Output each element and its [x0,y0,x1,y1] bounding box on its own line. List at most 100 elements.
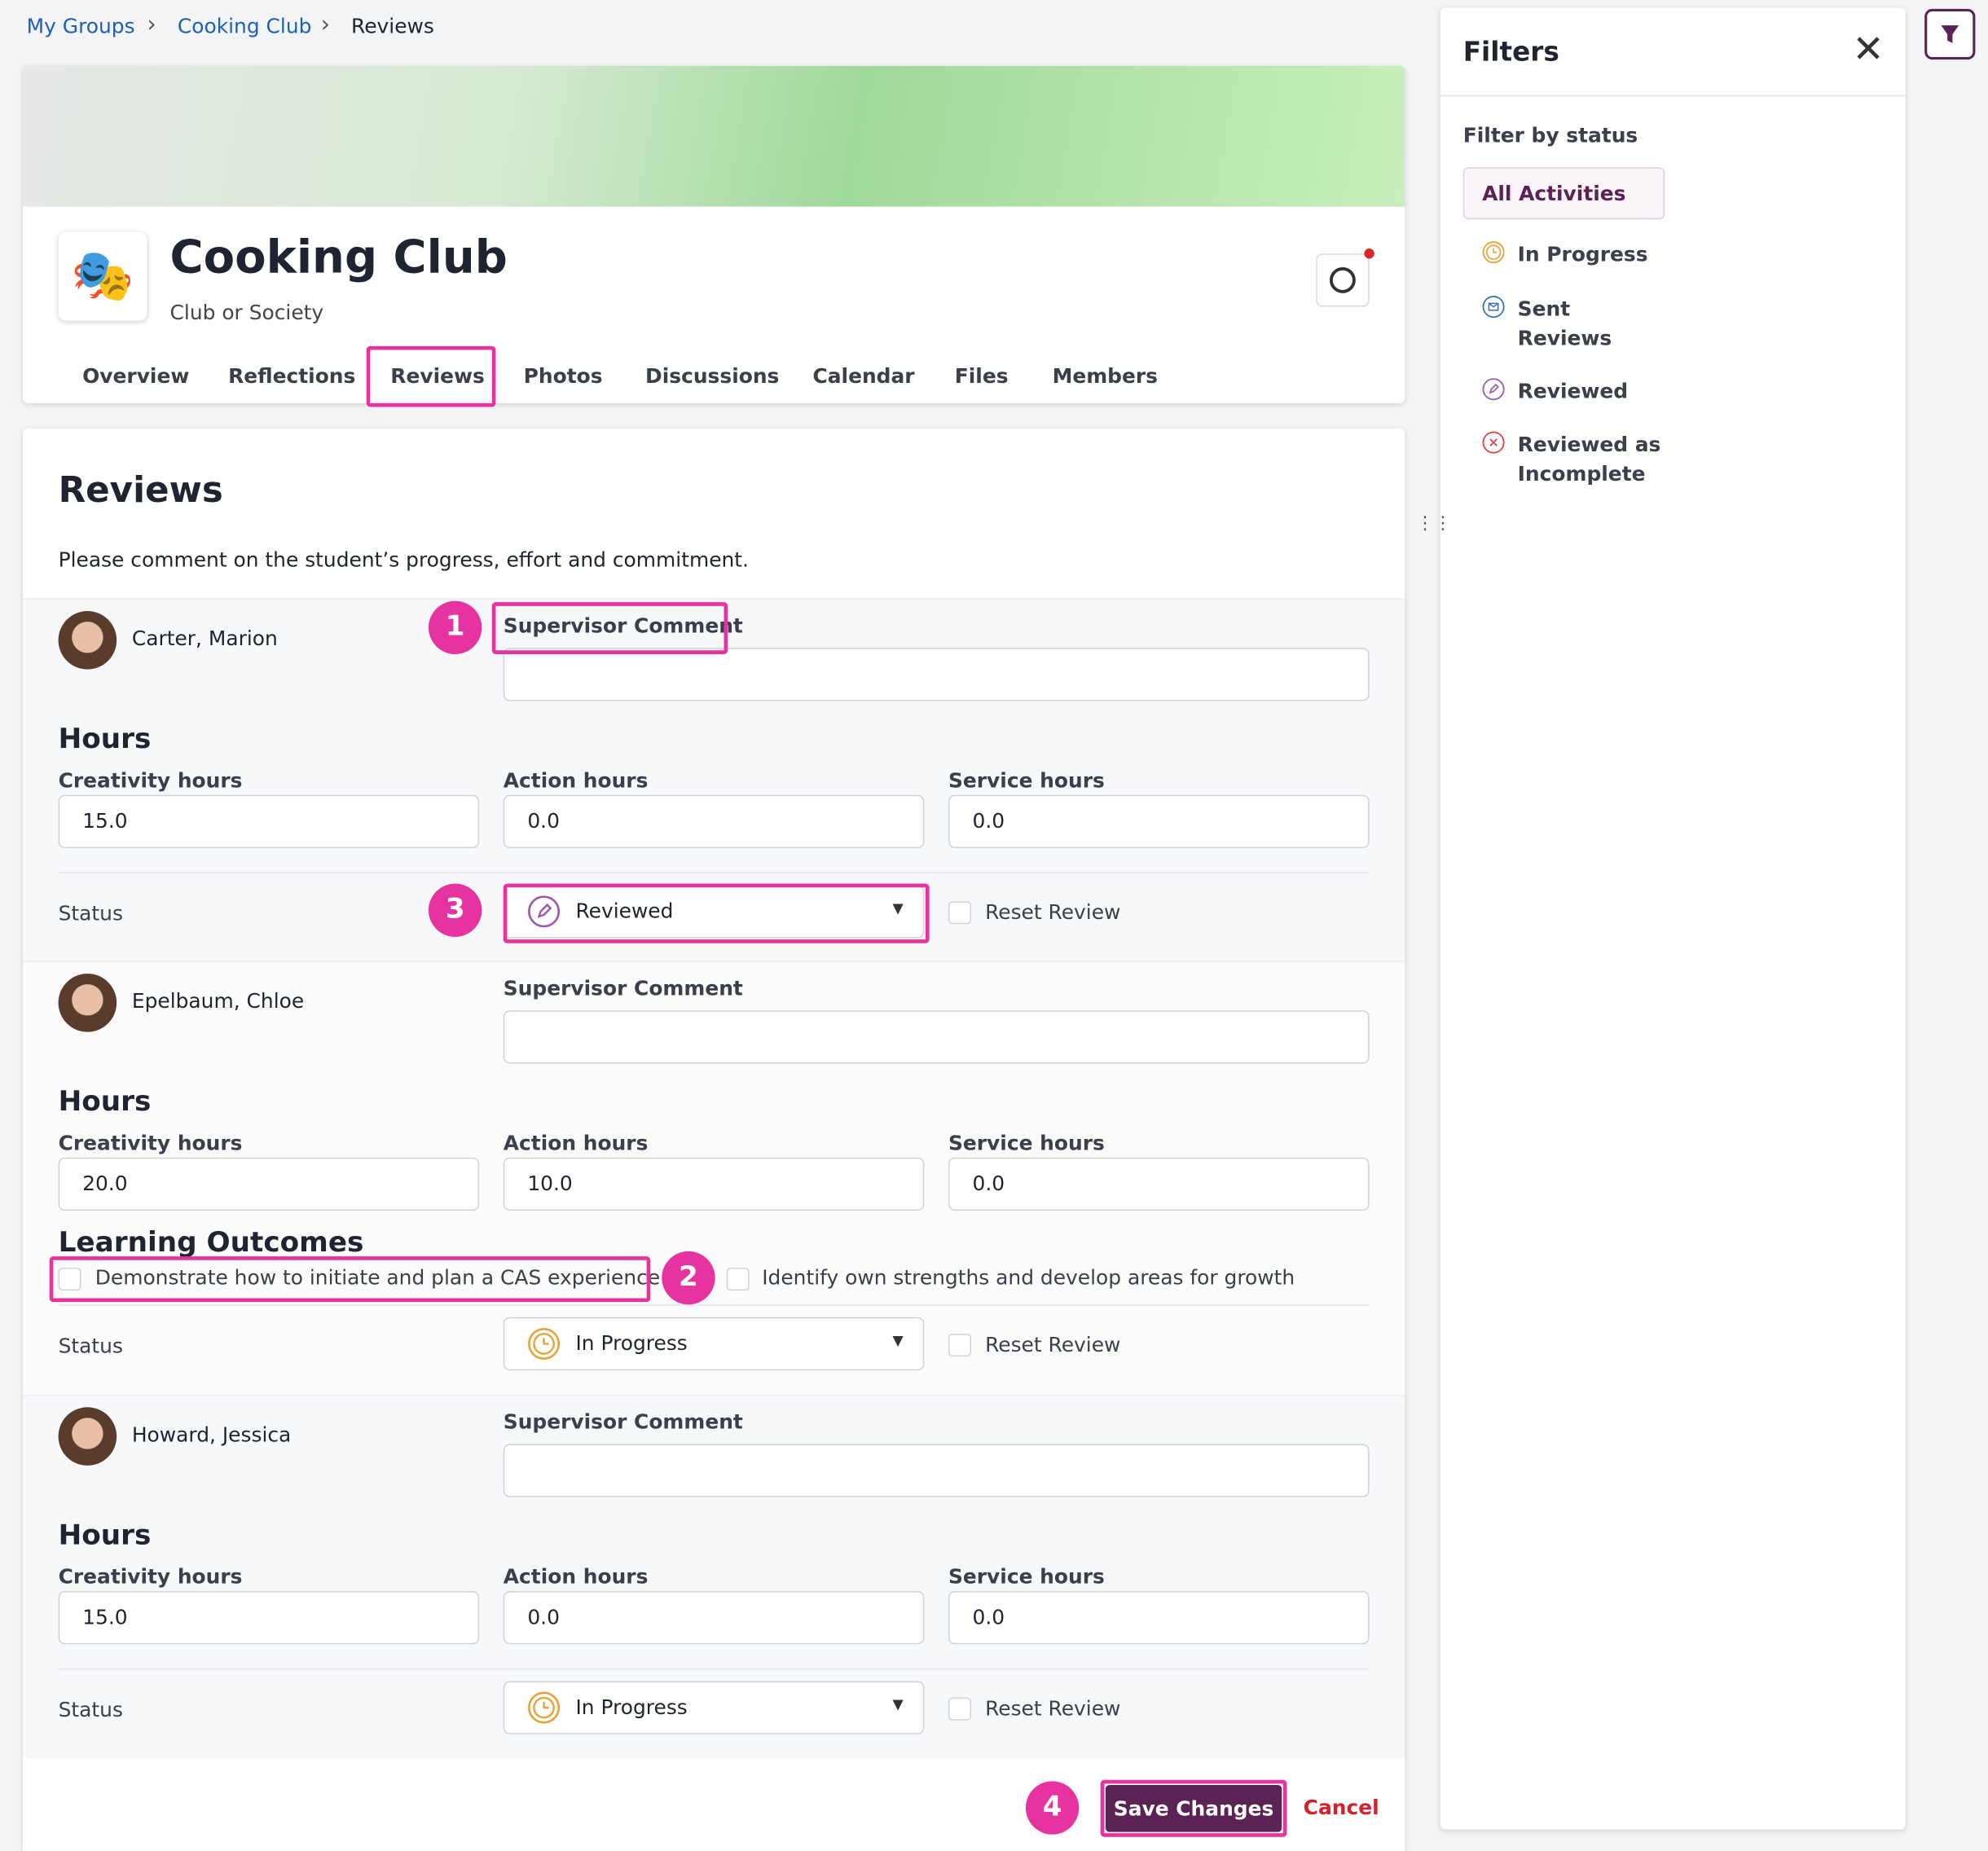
field-label: Supervisor Comment [503,976,743,1000]
breadcrumb-item: Reviews [351,14,434,38]
hours-input[interactable]: 10.0 [503,1157,925,1211]
status-icon [527,895,561,928]
checkbox[interactable] [58,1268,81,1291]
filter-option[interactable]: In Progress [1517,242,1648,266]
divider [58,1668,1370,1670]
comment-input[interactable] [503,1444,1370,1497]
hours-input[interactable]: 0.0 [503,1590,925,1645]
highlight [491,602,728,654]
tab[interactable]: Members [1052,363,1158,389]
notification-dot [1364,248,1374,259]
highlight [1100,1779,1287,1837]
field-label: Supervisor Comment [503,1409,743,1434]
reviews-title: Reviews [58,468,223,512]
filters-subtitle: Filter by status [1462,122,1638,147]
tab[interactable]: Reflections [228,363,356,389]
section-heading: Hours [58,1519,152,1552]
filter-toggle[interactable] [1924,8,1976,60]
dropdown-arrow: ▼ [892,1696,904,1713]
annotation-marker: 4 [1025,1781,1080,1835]
close-button[interactable]: ✕ [1852,28,1885,73]
hours-input[interactable]: 0.0 [503,794,925,849]
tab[interactable]: Overview [82,363,190,389]
divider [1440,95,1906,97]
hours-input[interactable]: 0.0 [948,1590,1370,1645]
filter-option[interactable]: Reviewed as Incomplete [1517,432,1661,486]
reset-label: Reset Review [985,899,1121,925]
save-button[interactable]: Save Changes [1105,1784,1282,1832]
banner [23,65,1405,207]
group-header [23,65,1405,403]
section-heading: Hours [58,723,152,756]
field-label: Creativity hours [58,1131,243,1155]
student-name: Howard, Jessica [131,1422,292,1447]
status-select[interactable]: In Progress [503,1681,925,1734]
outcome-label: Identify own strengths and develop areas… [762,1264,1295,1290]
field-label: Status [58,1697,123,1722]
filter-icon [1482,431,1505,454]
field-label: Action hours [503,1131,649,1155]
filter-icon [1482,378,1505,401]
tab[interactable]: Photos [523,363,603,389]
tab[interactable]: Files [954,363,1009,389]
filter-option-selected[interactable]: All Activities [1462,167,1665,220]
field-label: Creativity hours [58,767,243,793]
breadcrumb-sep: › [320,11,330,38]
group-type: Club or Society [169,300,324,325]
breadcrumb-item[interactable]: Cooking Club [177,14,312,38]
tab[interactable]: Reviews [390,363,485,389]
chat-button[interactable] [1316,253,1370,307]
field-label: Creativity hours [58,1564,243,1589]
field-label: Status [58,901,123,926]
avatar [58,611,117,670]
field-label: Service hours [948,1131,1105,1155]
field-label: Status [58,1334,123,1358]
breadcrumb-item[interactable]: My Groups [26,14,135,38]
highlight [366,345,496,407]
drag-handle[interactable]: ⋮⋮ [1416,513,1452,534]
section-heading: Learning Outcomes [58,1227,364,1260]
hours-input[interactable]: 15.0 [58,794,480,849]
status-select[interactable]: In Progress [503,1317,925,1371]
filters-panel [1440,7,1906,1830]
comment-input[interactable] [503,648,1370,701]
filter-icon [1482,296,1505,319]
checkbox[interactable] [726,1268,750,1291]
divider [58,1304,1370,1306]
hours-input[interactable]: 0.0 [948,1157,1370,1211]
student-name: Epelbaum, Chloe [131,988,305,1013]
avatar [58,974,117,1032]
group-icon: 🎭 [58,231,147,321]
group-name: Cooking Club [169,231,508,284]
dropdown-arrow: ▼ [892,899,904,917]
comment-input[interactable] [503,1010,1370,1064]
dropdown-arrow: ▼ [892,1332,904,1349]
annotation-marker: 3 [428,883,482,937]
reset-label: Reset Review [985,1696,1121,1721]
hours-input[interactable]: 15.0 [58,1590,480,1645]
status-icon [527,1691,561,1724]
instructions: Please comment on the student’s progress… [58,547,749,572]
status-icon [527,1327,561,1360]
hours-input[interactable]: 0.0 [948,794,1370,849]
filters-title: Filters [1462,37,1559,68]
student-name: Carter, Marion [131,626,278,651]
checkbox[interactable] [948,901,971,925]
hours-input[interactable]: 20.0 [58,1157,480,1211]
checkbox[interactable] [948,1334,971,1357]
reset-label: Reset Review [985,1332,1121,1357]
checkbox[interactable] [948,1697,971,1721]
filter-option[interactable]: Sent Reviews [1517,297,1612,350]
tab[interactable]: Discussions [645,363,780,389]
outcome-label: Demonstrate how to initiate and plan a C… [95,1264,661,1290]
annotation-marker: 1 [428,600,482,654]
cancel-button[interactable]: Cancel [1303,1795,1379,1820]
field-label: Supervisor Comment [503,613,743,638]
filter-option[interactable]: Reviewed [1517,379,1629,403]
field-label: Action hours [503,1564,649,1589]
avatar [58,1407,117,1466]
highlight [503,883,930,943]
tab[interactable]: Calendar [812,363,915,389]
